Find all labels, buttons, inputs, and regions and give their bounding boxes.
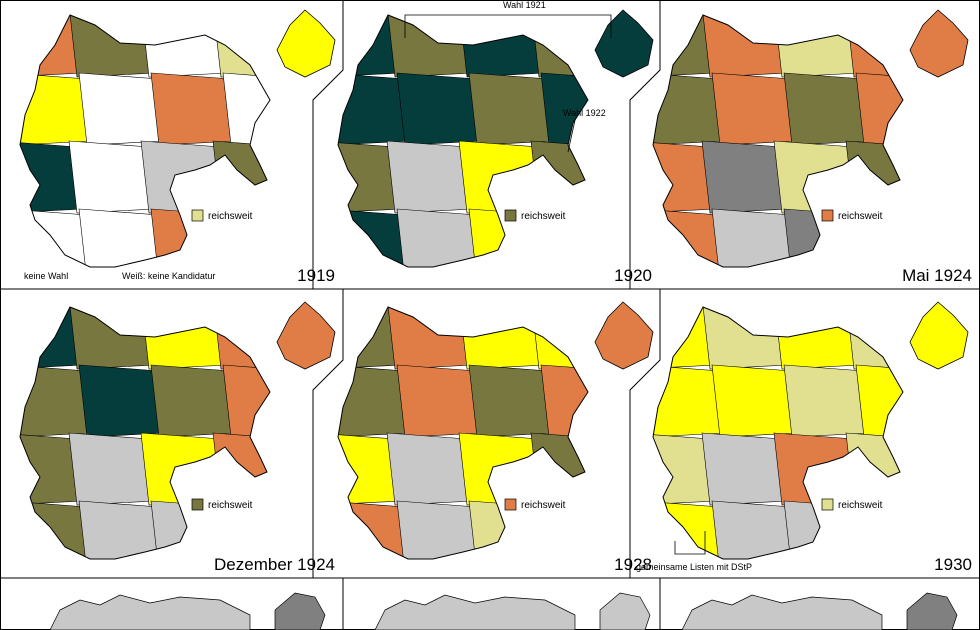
east-prussia-exclave	[276, 301, 336, 370]
region	[773, 307, 861, 370]
germany-map	[652, 9, 969, 268]
legend-label: reichsweit	[521, 500, 566, 511]
east-prussia-exclave	[594, 9, 654, 78]
germany-map	[19, 301, 336, 560]
region	[855, 500, 903, 559]
region	[386, 15, 474, 78]
region	[212, 140, 270, 214]
region	[845, 140, 903, 214]
germany-map	[652, 301, 969, 560]
region	[68, 307, 156, 370]
region	[140, 15, 228, 78]
region	[68, 15, 156, 78]
annotation-bracket	[404, 14, 612, 38]
map-panel-1930: reichsweit 1930 gemeinsame Listen mit DStP	[636, 301, 972, 574]
panel-year-title: Mai 1924	[902, 266, 972, 285]
region	[530, 432, 588, 506]
region	[212, 432, 270, 506]
legend-swatch	[821, 209, 834, 222]
east-prussia-exclave	[909, 301, 969, 370]
region	[855, 364, 903, 438]
note-white-no-candidacy: Weiß: keine Kandidatur	[122, 271, 215, 281]
region	[140, 307, 228, 370]
legend-label: reichsweit	[521, 211, 566, 222]
partial-map-1931	[49, 592, 326, 630]
legend-swatch	[504, 209, 517, 222]
legend-swatch	[191, 209, 204, 222]
region	[701, 307, 789, 370]
region	[468, 500, 556, 559]
region	[386, 307, 474, 370]
annotation-bracket	[674, 531, 706, 555]
legend-label: reichsweit	[838, 211, 883, 222]
map-panels: reichsweit 1919 keine Wahl Weiß: keine Kand…	[19, 0, 972, 574]
region	[458, 307, 546, 370]
map-panel-dezember-1924: reichsweit Dezember 1924	[19, 301, 336, 574]
legend-swatch	[504, 498, 517, 511]
note-joint-lists: gemeinsame Listen mit DStP	[636, 562, 752, 572]
legend-label: reichsweit	[838, 500, 883, 511]
germany-map	[337, 9, 654, 268]
map-panel-1928: reichsweit 1928	[337, 301, 654, 574]
region	[222, 364, 270, 438]
annotation-election-1921: Wahl 1921	[503, 0, 546, 10]
region	[701, 15, 789, 78]
east-prussia-exclave	[909, 9, 969, 78]
annotation-leader	[567, 119, 576, 153]
legend-swatch	[191, 498, 204, 511]
panel-year-title: Dezember 1924	[214, 555, 335, 574]
partial-map-1933	[681, 592, 958, 630]
region	[855, 72, 903, 146]
panel-year-title: 1919	[297, 266, 335, 285]
panel-year-title: 1920	[614, 266, 652, 285]
region	[530, 140, 588, 214]
region	[222, 72, 270, 146]
legend-label: reichsweit	[208, 211, 253, 222]
annotation-election-1922: Wahl 1922	[563, 108, 606, 118]
legend-label: reichsweit	[208, 500, 253, 511]
legend-swatch	[821, 498, 834, 511]
map-panel-1920: reichsweit 1920 Wahl 1921 Wahl 1922	[337, 0, 654, 285]
note-no-election: keine Wahl	[24, 271, 68, 281]
region	[458, 15, 546, 78]
region	[540, 364, 588, 438]
region	[845, 432, 903, 506]
region	[783, 500, 871, 559]
east-prussia-exclave	[594, 301, 654, 370]
partial-map-1932	[374, 592, 651, 630]
map-panel-mai-1924: reichsweit Mai 1924	[652, 9, 972, 285]
region	[773, 15, 861, 78]
germany-map	[19, 9, 336, 268]
panel-year-title: 1930	[934, 555, 972, 574]
row3-partial-maps	[49, 592, 958, 630]
map-panel-1919: reichsweit 1919 keine Wahl Weiß: keine Kand…	[19, 9, 336, 285]
panel-year-title: 1928	[614, 555, 652, 574]
east-prussia-exclave	[276, 9, 336, 78]
germany-map	[337, 301, 654, 560]
